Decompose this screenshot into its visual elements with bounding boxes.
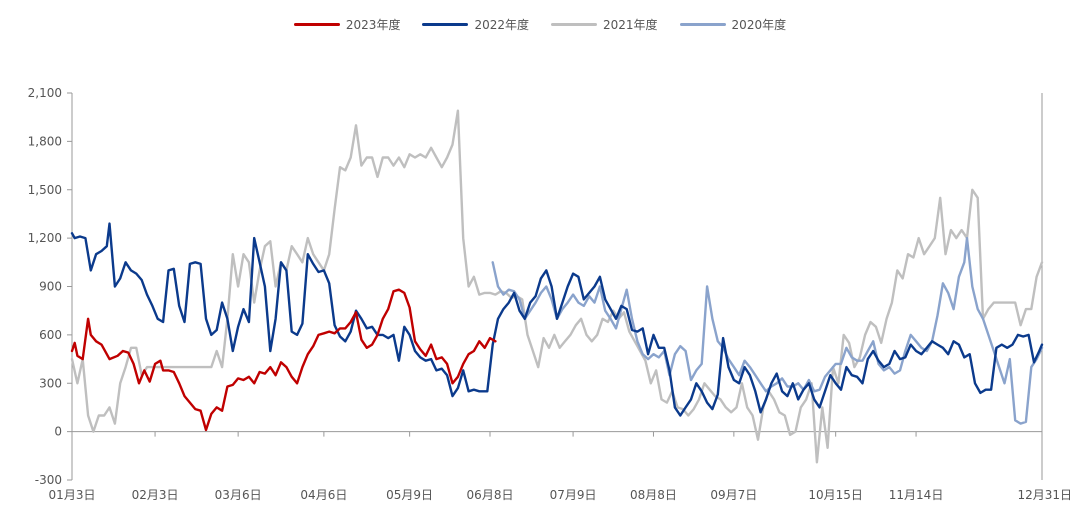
legend: 2023年度 2022年度 2021年度 2020年度 [0,16,1080,33]
legend-label-2021: 2021年度 [603,18,658,32]
x-tick-label: 10月15日 [808,488,863,502]
y-tick-label: 0 [54,425,62,439]
legend-item-2023[interactable]: 2023年度 [293,16,401,33]
y-tick-label: 2,100 [28,86,62,100]
legend-label-2022: 2022年度 [474,18,529,32]
legend-item-2020[interactable]: 2020年度 [679,16,787,33]
series-line-2022年度 [70,222,1044,417]
x-tick-label: 08月8日 [630,488,677,502]
y-tick-label: 300 [39,376,62,390]
series-line-2021年度 [70,109,1044,464]
legend-swatch-2020 [679,23,726,26]
y-tick-label: 600 [39,328,62,342]
x-tick-label: 12月31日 [1017,488,1072,502]
legend-item-2021[interactable]: 2021年度 [551,16,658,33]
x-tick-label: 06月8日 [467,488,514,502]
y-tick-label: 900 [39,280,62,294]
legend-item-2022[interactable]: 2022年度 [422,16,529,33]
x-tick-label: 07月9日 [550,488,597,502]
y-tick-label: -300 [35,473,62,487]
legend-label-2023: 2023年度 [345,18,401,32]
x-tick-label: 09月7日 [710,488,757,502]
legend-swatch-2022 [422,23,469,26]
x-tick-label: 01月3日 [49,488,96,502]
series-line-2023年度 [70,288,497,432]
x-tick-label: 03月6日 [215,488,262,502]
x-tick-label: 02月3日 [132,488,179,502]
legend-swatch-2021 [551,23,597,26]
y-tick-label: 1,800 [28,134,62,148]
y-tick-label: 1,200 [28,231,62,245]
x-tick-label: 04月6日 [300,488,347,502]
legend-swatch-2023 [293,23,340,26]
x-tick-label: 05月9日 [386,488,433,502]
y-tick-label: 1,500 [28,183,62,197]
x-tick-label: 11月14日 [889,488,944,502]
legend-label-2020: 2020年度 [731,18,787,32]
